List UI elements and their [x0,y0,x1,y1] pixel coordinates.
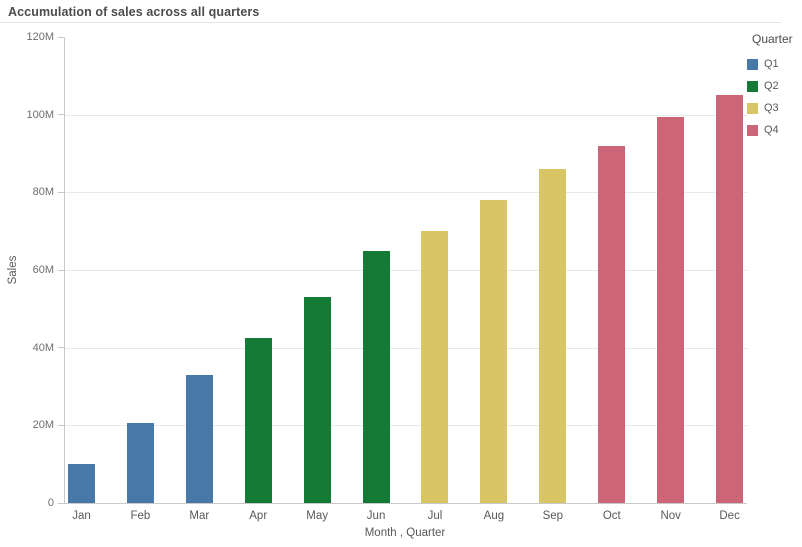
legend-title: Quarter [752,32,793,46]
x-axis-label-apr: Apr [249,510,268,522]
legend-swatch-q3 [747,102,758,114]
chart-title: Accumulation of sales across all quarter… [8,5,260,19]
x-axis-label-jun: Jun [366,510,386,522]
x-axis-labels: Jan Feb Mar Apr May Jun Jul Aug Sep Oct Nov Dec [52,510,759,522]
bar-oct[interactable] [598,145,626,503]
bar-nov[interactable] [657,116,685,503]
bar-slot-sep [523,37,582,503]
bar-slot-nov [641,37,700,503]
x-axis-label-aug: Aug [483,510,505,522]
y-tick-label: 120M [26,31,54,43]
x-axis-label-mar: Mar [189,510,210,522]
y-tick-mark [58,191,64,193]
legend-swatch-q2 [747,80,758,92]
x-axis-label-dec: Dec [719,510,740,522]
bar-slot-may [288,37,347,503]
bar-slot-jan [52,37,111,503]
x-axis-label-nov: Nov [660,510,681,522]
bar-jan[interactable] [67,464,95,503]
y-tick-mark [58,424,64,426]
legend-swatch-q1 [747,58,758,70]
y-tick-label: 80M [32,186,54,199]
bars-container [52,37,759,503]
bar-slot-jun [347,37,406,503]
bar-feb[interactable] [126,423,154,503]
y-tick-0: 0 [48,497,64,509]
plot-area [64,37,747,504]
bar-dec[interactable] [716,95,744,503]
bar-slot-oct [582,37,641,503]
y-tick-60m: 60M [33,264,64,276]
y-tick-mark [58,347,64,349]
legend-items: Q1 Q2 Q3 Q4 [747,53,802,141]
y-tick-label: 60M [32,264,54,276]
y-tick-120m: 120M [26,31,64,43]
legend-item-q2[interactable]: Q2 [747,75,802,97]
y-tick-mark [58,269,64,271]
gridline-100m [65,114,747,116]
legend-label: Q2 [764,80,779,92]
x-axis-label-oct: Oct [602,510,621,522]
bar-slot-dec [700,37,759,503]
legend-label: Q4 [764,124,779,136]
gridline-20m [65,425,747,427]
y-tick-mark [58,36,64,38]
bar-slot-aug [464,37,523,503]
gridline-80m [65,192,747,194]
bar-slot-jul [406,37,465,503]
y-tick-mark [58,502,64,504]
bar-may[interactable] [303,297,331,503]
y-tick-label: 0 [47,497,54,509]
x-axis-label-sep: Sep [542,510,564,522]
y-tick-20m: 20M [33,419,64,431]
bar-jun[interactable] [362,250,390,503]
bar-slot-feb [111,37,170,503]
legend-label: Q3 [764,102,779,114]
legend-label: Q1 [764,58,779,70]
bar-aug[interactable] [480,200,508,503]
bar-slot-apr [229,37,288,503]
bar-mar[interactable] [185,374,213,503]
y-tick-label: 100M [26,108,54,121]
title-divider [0,22,781,23]
x-axis-label-feb: Feb [130,510,151,522]
legend: Quarter Q1 Q2 Q3 Q4 [747,32,802,141]
bar-jul[interactable] [421,231,449,503]
y-tick-label: 20M [32,419,54,432]
x-axis-label-jul: Jul [427,510,443,522]
x-axis-label-may: May [306,510,329,522]
y-axis: 0 20M 40M 60M 80M 100M 120M [0,31,64,509]
y-tick-label: 40M [32,341,54,354]
y-tick-mark [58,114,64,116]
x-axis-title: Month , Quarter [364,527,446,539]
bar-slot-mar [170,37,229,503]
y-tick-100m: 100M [26,109,64,121]
legend-item-q3[interactable]: Q3 [747,97,802,119]
y-tick-80m: 80M [33,186,64,198]
gridline-40m [65,347,747,349]
legend-item-q1[interactable]: Q1 [747,53,802,75]
gridline-60m [65,270,747,271]
legend-item-q4[interactable]: Q4 [747,119,802,141]
legend-swatch-q4 [747,124,758,136]
x-axis-label-jan: Jan [72,510,91,522]
bar-sep[interactable] [539,169,567,503]
y-tick-40m: 40M [33,342,64,354]
bar-apr[interactable] [244,337,272,503]
